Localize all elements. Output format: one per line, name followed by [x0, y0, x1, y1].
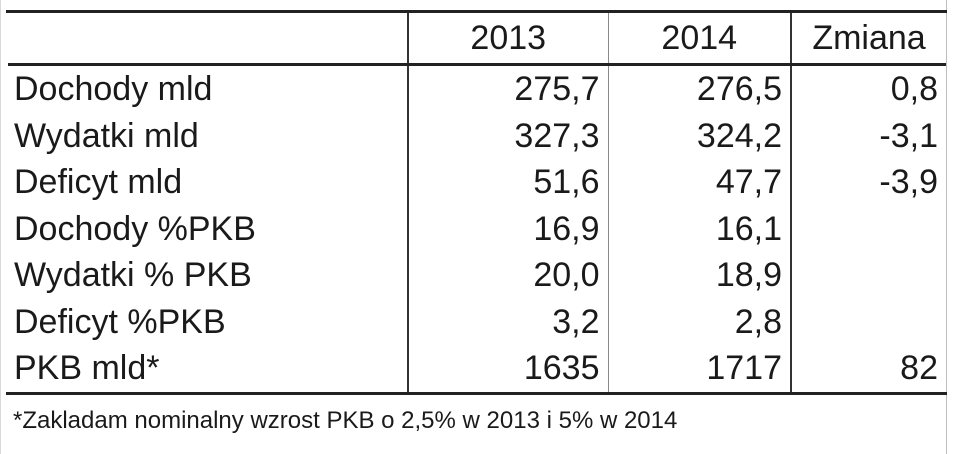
cell-2014[interactable]: 324,2 [608, 112, 792, 159]
table-row: Deficyt %PKB 3,2 2,8 [8, 298, 946, 346]
table-top-border [6, 10, 947, 13]
row-label[interactable]: Wydatki % PKB [8, 252, 409, 299]
cell-change[interactable] [791, 206, 946, 253]
table-row: PKB mld* 1635 1717 82 [8, 345, 946, 392]
cell-2013[interactable]: 51,6 [408, 159, 609, 206]
cell-change[interactable]: 0,8 [890, 70, 938, 109]
cell-change[interactable]: 82 [900, 349, 938, 388]
cell-change[interactable]: -3,1 [879, 116, 938, 155]
cell-2014[interactable]: 1717 [608, 345, 792, 392]
table-row: Wydatki % PKB 20,0 18,9 [8, 252, 946, 299]
budget-table: 2013 2014 Zmiana Dochody mld 275,7 276,5… [8, 13, 946, 392]
header-cell-change[interactable]: Zmiana [812, 19, 926, 57]
header-cell-2013[interactable]: 2013 [408, 13, 609, 65]
table-row: Wydatki mld 327,3 324,2 -3,1 [8, 112, 946, 159]
row-label[interactable]: Dochody mld [8, 64, 409, 113]
row-label[interactable]: Dochody %PKB [8, 205, 409, 252]
table-row: Dochody %PKB 16,9 16,1 [8, 205, 946, 253]
table-bottom-border [6, 392, 947, 395]
row-label[interactable]: Deficyt %PKB [8, 298, 409, 345]
cell-2013[interactable]: 327,3 [408, 112, 609, 159]
cell-2014[interactable]: 47,7 [608, 159, 792, 206]
footnote: *Zakladam nominalny wzrost PKB o 2,5% w … [13, 407, 678, 434]
grid-line [946, 0, 947, 454]
cell-2013[interactable]: 275,7 [408, 64, 609, 113]
row-label[interactable]: Deficyt mld [8, 159, 409, 206]
table-row: Dochody mld 275,7 276,5 0,8 [8, 64, 946, 113]
table-row: Deficyt mld 51,6 47,7 -3,9 [8, 159, 946, 206]
row-label[interactable]: PKB mld* [8, 345, 409, 392]
cell-change[interactable] [791, 299, 946, 346]
cell-2014[interactable]: 16,1 [608, 205, 792, 252]
cell-2014[interactable]: 2,8 [608, 298, 792, 345]
header-row: 2013 2014 Zmiana [8, 13, 946, 65]
cell-2014[interactable]: 276,5 [608, 64, 792, 113]
cell-2014[interactable]: 18,9 [608, 252, 792, 299]
cell-change[interactable] [791, 252, 946, 299]
cell-2013[interactable]: 16,9 [408, 205, 609, 252]
header-cell-2014[interactable]: 2014 [608, 13, 792, 65]
cell-change[interactable]: -3,9 [879, 163, 938, 202]
row-label[interactable]: Wydatki mld [8, 112, 409, 159]
cell-2013[interactable]: 20,0 [408, 252, 609, 299]
cell-2013[interactable]: 3,2 [408, 298, 609, 345]
cell-2013[interactable]: 1635 [408, 345, 609, 392]
header-cell-label[interactable] [8, 13, 409, 65]
